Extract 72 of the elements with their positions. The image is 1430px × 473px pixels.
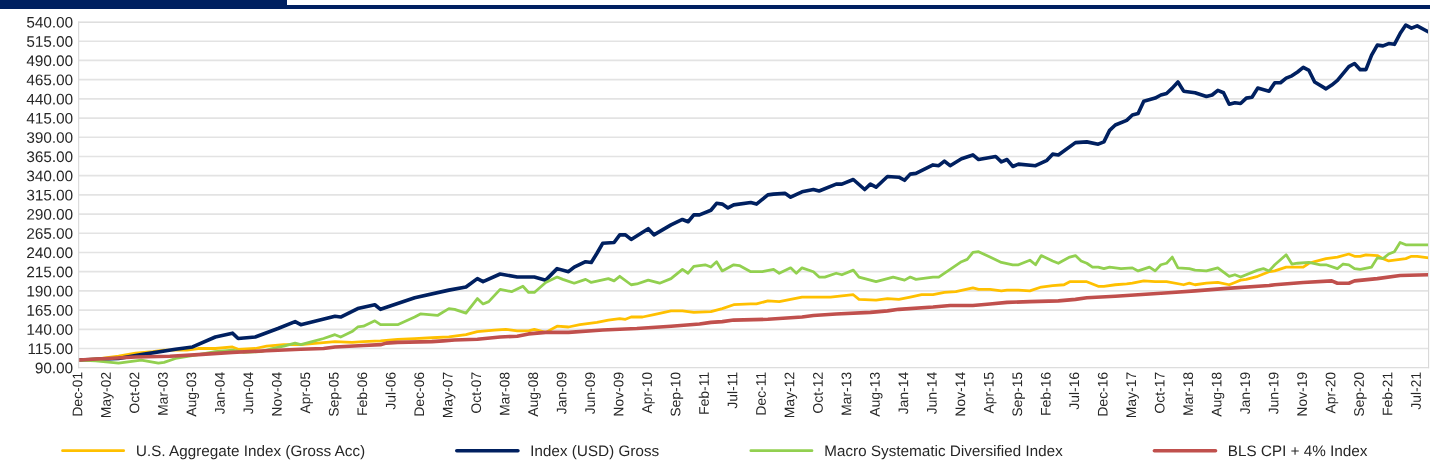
x-tick-label: Nov-14 bbox=[955, 372, 966, 416]
x-tick-label: Jul-06 bbox=[385, 372, 396, 410]
x-tick-label: Apr-15 bbox=[984, 372, 997, 414]
y-tick-label: 390.00 bbox=[26, 132, 73, 143]
x-tick-label: Aug-08 bbox=[528, 372, 541, 417]
legend-label: U.S. Aggregate Index (Gross Acc) bbox=[137, 445, 365, 460]
x-tick-label: Aug-18 bbox=[1211, 372, 1225, 417]
x-tick-label: Jul-11 bbox=[727, 372, 738, 409]
x-tick-label: May-12 bbox=[784, 372, 798, 418]
x-tick-label: Aug-03 bbox=[186, 372, 200, 417]
x-tick-label: Mar-08 bbox=[499, 372, 510, 415]
x-tick-label: Jan-04 bbox=[214, 372, 225, 415]
x-tick-label: Nov-09 bbox=[613, 372, 624, 416]
y-tick-label: 440.00 bbox=[26, 93, 73, 105]
x-tick-label: Sep-15 bbox=[1012, 372, 1025, 417]
x-tick-label: Dec-01 bbox=[72, 372, 83, 416]
x-tick-label: Mar-03 bbox=[157, 372, 168, 415]
x-tick-label: Sep-20 bbox=[1354, 372, 1367, 417]
x-tick-label: May-02 bbox=[101, 372, 114, 418]
x-tick-label: Sep-10 bbox=[670, 372, 684, 417]
x-tick-label: May-17 bbox=[1126, 372, 1139, 418]
x-tick-label: Dec-11 bbox=[756, 372, 766, 415]
y-tick-label: 190.00 bbox=[27, 285, 73, 297]
y-tick-label: 465.00 bbox=[26, 74, 73, 86]
x-tick-label: Feb-16 bbox=[1040, 372, 1051, 415]
x-tick-label: Apr-10 bbox=[642, 372, 655, 414]
x-tick-label: Aug-13 bbox=[869, 372, 883, 417]
x-tick-label: Dec-06 bbox=[414, 372, 425, 416]
x-tick-label: Nov-19 bbox=[1297, 372, 1307, 416]
y-tick-label: 90.00 bbox=[35, 362, 73, 374]
x-tick-label: Jan-19 bbox=[1240, 372, 1251, 415]
x-tick-label: Oct-02 bbox=[129, 372, 140, 413]
y-tick-label: 240.00 bbox=[27, 247, 73, 259]
y-tick-label: 365.00 bbox=[26, 151, 73, 163]
y-tick-label: 540.00 bbox=[26, 16, 73, 28]
x-tick-label: Dec-16 bbox=[1097, 372, 1108, 416]
legend-label: Macro Systematic Diversified Index bbox=[825, 445, 1063, 460]
y-tick-label: 165.00 bbox=[27, 304, 73, 316]
y-tick-label: 415.00 bbox=[26, 112, 73, 124]
x-tick-label: Mar-18 bbox=[1183, 372, 1194, 415]
x-tick-label: Feb-06 bbox=[356, 372, 368, 415]
y-tick-label: 215.00 bbox=[27, 266, 73, 278]
x-tick-label: Apr-05 bbox=[300, 372, 313, 414]
x-tick-label: Jul-21 bbox=[1410, 372, 1421, 410]
x-tick-label: Oct-17 bbox=[1154, 372, 1165, 413]
x-tick-label: May-07 bbox=[442, 372, 456, 418]
legend-label: BLS CPI + 4% Index bbox=[1229, 445, 1368, 457]
x-tick-label: Feb-21 bbox=[1382, 372, 1393, 415]
y-tick-label: 340.00 bbox=[26, 170, 73, 182]
x-tick-label: Mar-13 bbox=[841, 372, 852, 415]
x-tick-label: Apr-20 bbox=[1325, 372, 1339, 414]
y-tick-label: 490.00 bbox=[26, 55, 73, 67]
line-series bbox=[78, 272, 1429, 362]
x-tick-label: Jul-16 bbox=[1068, 372, 1080, 410]
x-tick-label: Jan-09 bbox=[556, 372, 567, 415]
y-tick-label: 140.00 bbox=[27, 324, 73, 335]
y-tick-label: 515.00 bbox=[26, 36, 73, 47]
x-tick-label: Sep-05 bbox=[328, 372, 342, 417]
legend-label: Index (USD) Gross bbox=[531, 445, 659, 460]
y-tick-label: 115.00 bbox=[28, 343, 73, 355]
x-tick-label: Nov-04 bbox=[271, 372, 282, 416]
x-tick-label: Oct-12 bbox=[813, 372, 823, 413]
y-tick-label: 290.00 bbox=[27, 208, 73, 220]
x-tick-label: Feb-11 bbox=[698, 372, 709, 414]
x-tick-label: Jun-19 bbox=[1268, 372, 1279, 415]
x-tick-label: Jun-04 bbox=[243, 372, 254, 415]
x-tick-label: Oct-07 bbox=[471, 372, 482, 413]
y-tick-label: 315.00 bbox=[26, 189, 73, 201]
y-tick-label: 265.00 bbox=[27, 228, 73, 239]
x-tick-label: Jun-09 bbox=[585, 372, 596, 415]
x-tick-label: Jun-14 bbox=[927, 372, 937, 415]
x-tick-label: Jan-14 bbox=[898, 372, 909, 415]
